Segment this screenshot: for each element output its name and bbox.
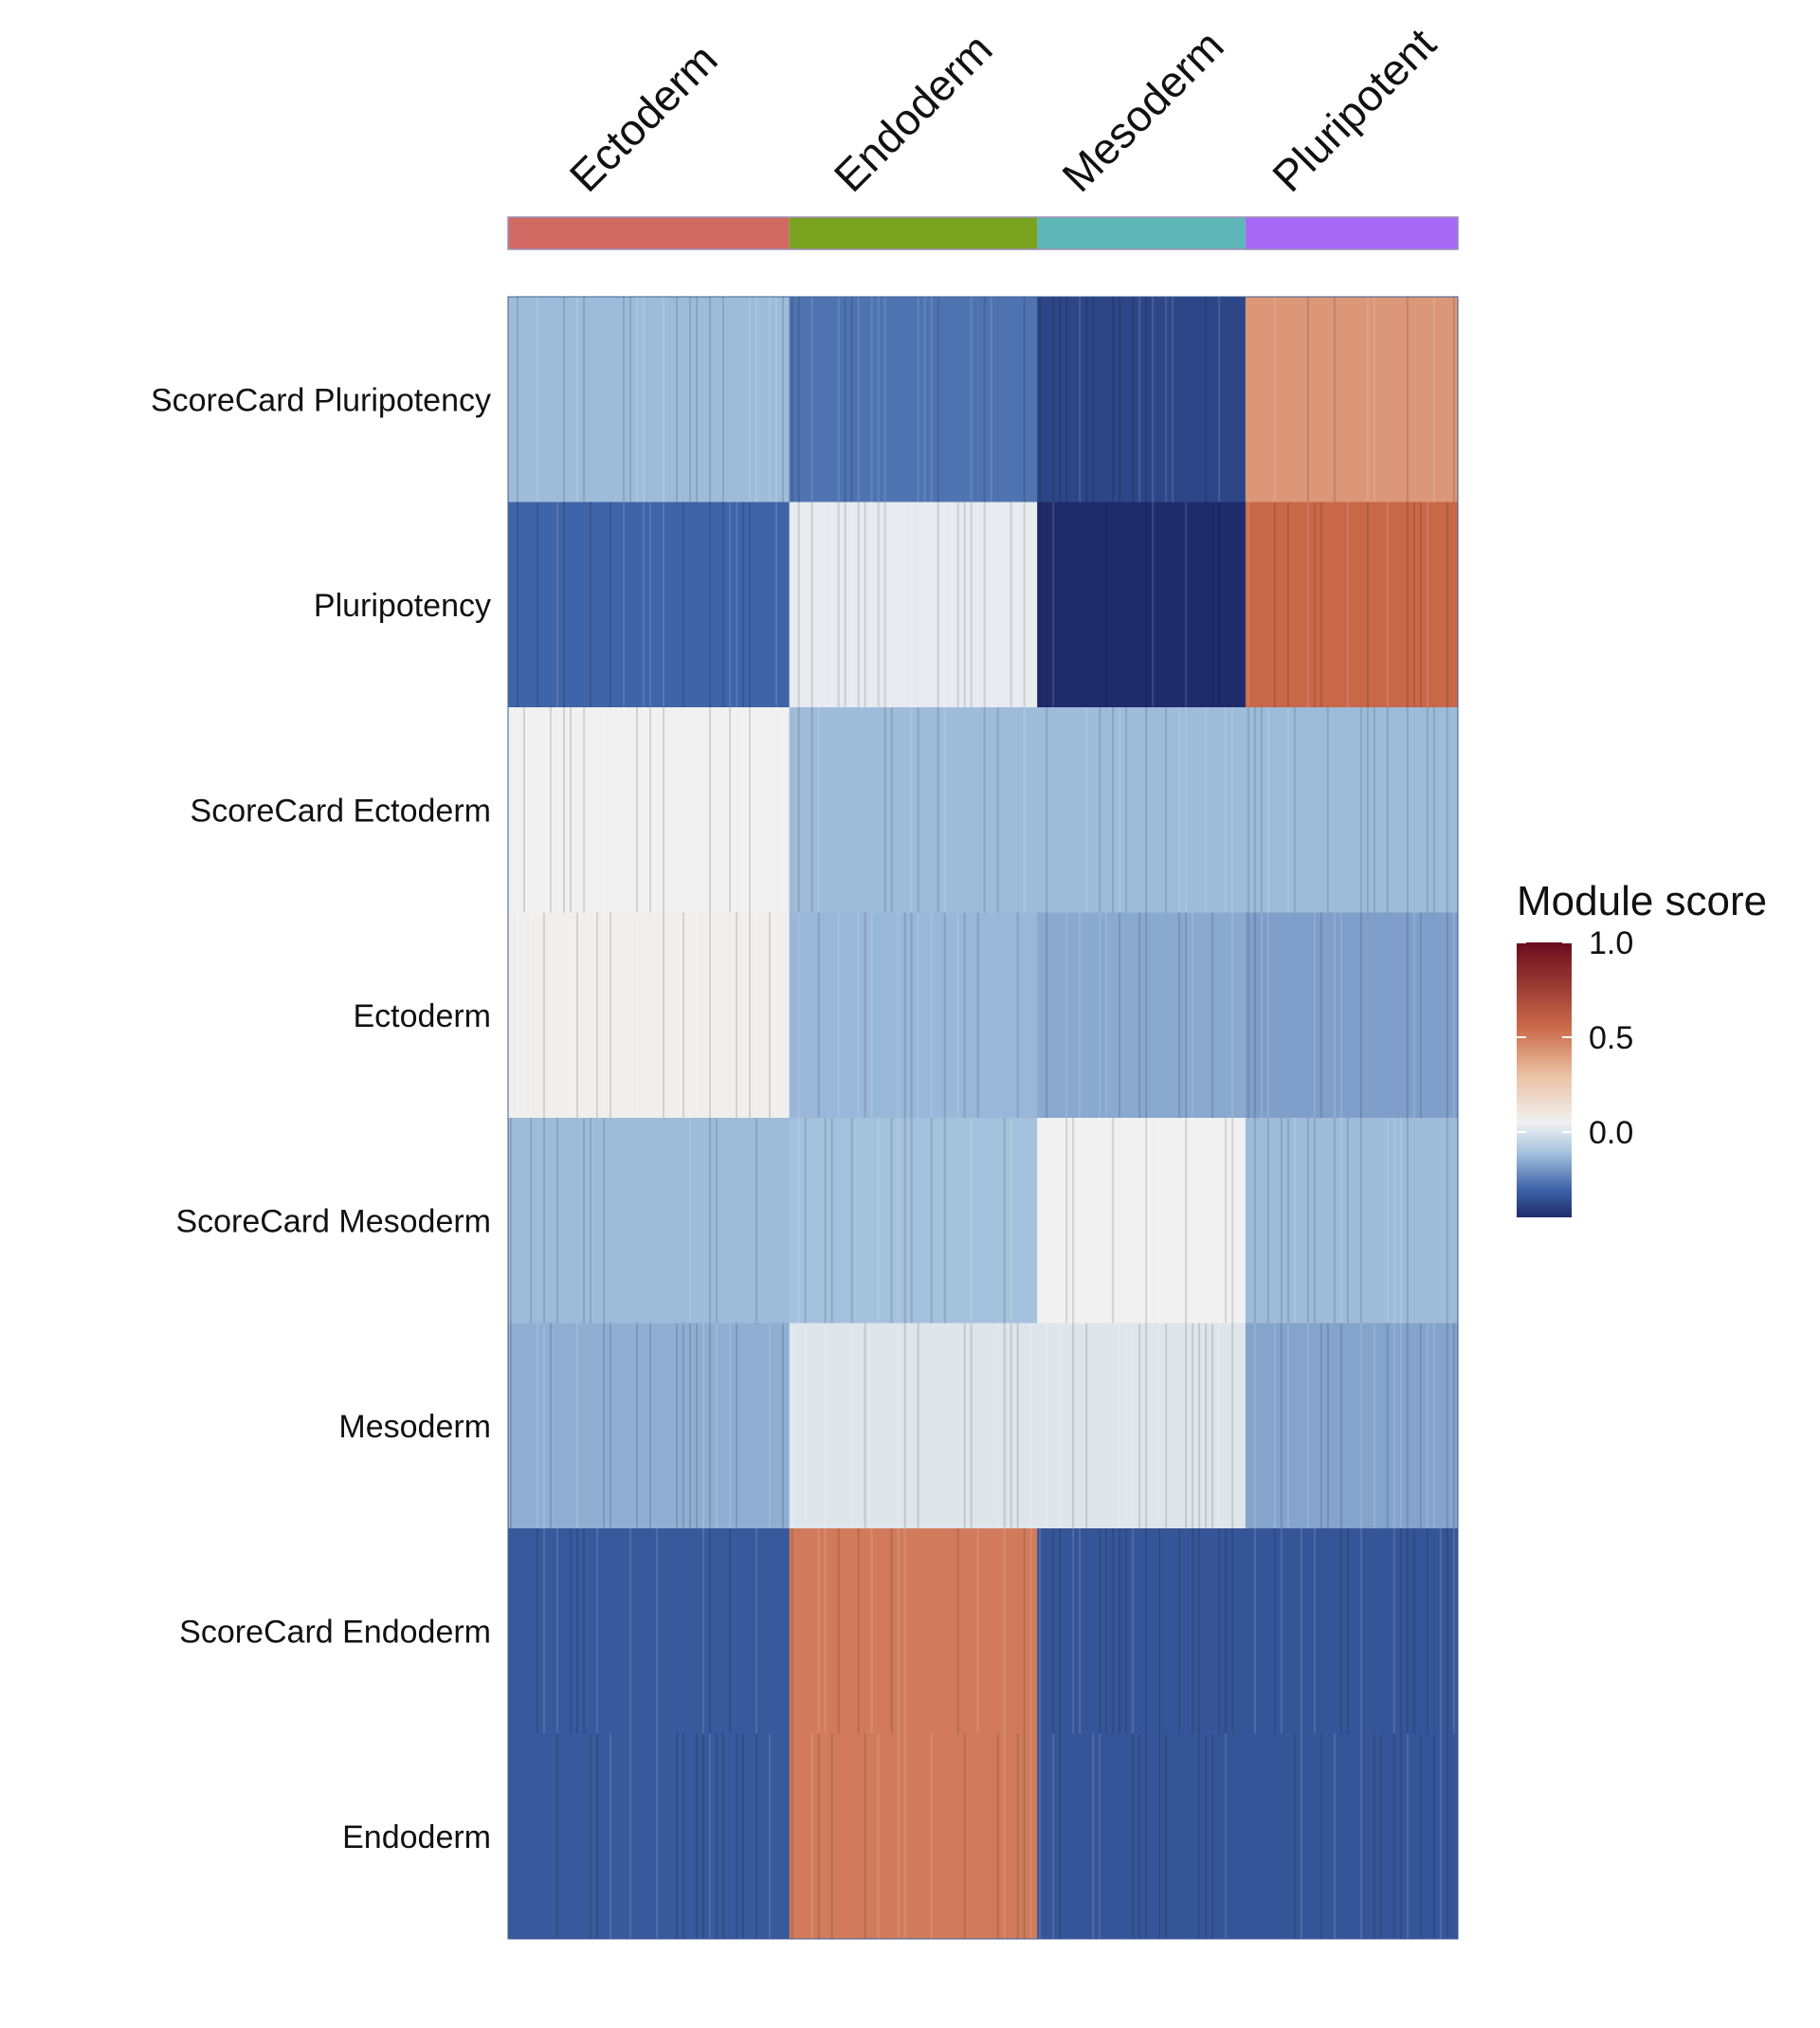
cell-texture xyxy=(1293,1733,1448,1939)
cell-texture xyxy=(791,1528,1032,1734)
cell-texture xyxy=(1273,297,1455,502)
colorbar-gradient xyxy=(1517,942,1572,1217)
heatmap-cell xyxy=(1245,1323,1459,1529)
cell-texture xyxy=(1039,297,1221,502)
colorbar-legend: Module score 1.0 0.5 0.0 xyxy=(1517,878,1767,1217)
cell-texture xyxy=(1247,502,1448,707)
heatmap-cell xyxy=(508,1528,791,1734)
row-label: ScoreCard Ectoderm xyxy=(191,793,491,829)
cell-texture xyxy=(1046,1323,1234,1528)
row-label: Ectoderm xyxy=(354,998,492,1034)
cell-texture xyxy=(1247,707,1448,913)
cell-texture xyxy=(1253,1528,1455,1734)
cell-texture xyxy=(556,1733,771,1939)
cell-texture xyxy=(797,1118,1012,1324)
heatmap-cell xyxy=(508,912,791,1119)
heatmap-cell xyxy=(1037,1118,1247,1324)
annotation-mesoderm xyxy=(1037,217,1246,249)
heatmap-cell xyxy=(1245,1528,1459,1734)
cell-texture xyxy=(1046,707,1234,913)
row-label: Mesoderm xyxy=(338,1409,491,1445)
heatmap-cell xyxy=(1245,1118,1459,1324)
row-label: ScoreCard Endoderm xyxy=(179,1614,491,1650)
column-annotation-bar xyxy=(507,216,1459,250)
colorbar-tick-label: 0.0 xyxy=(1589,1115,1633,1151)
column-label-pluripotent: Pluripotent xyxy=(1263,19,1445,201)
annotation-endoderm xyxy=(789,217,1038,249)
heatmap-cell xyxy=(1037,297,1247,502)
cell-texture xyxy=(510,1118,757,1324)
cell-texture xyxy=(1253,1323,1455,1528)
cell-texture xyxy=(791,1323,1032,1528)
heatmap-cell xyxy=(1037,707,1247,913)
heatmap-cell xyxy=(508,707,791,913)
cell-texture xyxy=(510,1323,784,1528)
cell-texture xyxy=(517,297,784,502)
cell-texture xyxy=(1253,1118,1448,1324)
colorbar-ticks: 1.0 0.5 0.0 xyxy=(1517,925,1633,1151)
cell-texture xyxy=(517,502,777,707)
heatmap-cell xyxy=(1037,1528,1247,1734)
cell-texture xyxy=(797,502,1026,707)
row-label: Endoderm xyxy=(342,1819,491,1855)
cell-texture xyxy=(797,707,1026,913)
cell-texture xyxy=(510,912,771,1118)
heatmap-border xyxy=(507,296,1459,1940)
heatmap-cell xyxy=(789,297,1038,502)
column-labels: Ectoderm Endoderm Mesoderm Pluripotent xyxy=(560,19,1446,201)
cell-texture xyxy=(1046,1118,1234,1324)
annotation-ectoderm xyxy=(508,217,790,249)
cell-texture xyxy=(537,1528,757,1734)
heatmap-cell xyxy=(789,1323,1038,1529)
heatmap-cell xyxy=(1245,912,1459,1119)
cell-texture xyxy=(1039,1528,1234,1734)
cell-texture xyxy=(1039,1733,1228,1939)
row-labels: ScoreCard Pluripotency Pluripotency ScoreC… xyxy=(151,382,491,1855)
heatmap-cell xyxy=(1037,912,1247,1119)
heatmap-cell xyxy=(789,707,1038,913)
heatmap-cell xyxy=(508,297,791,502)
cell-texture xyxy=(791,1733,1032,1939)
heatmap-grid xyxy=(507,296,1459,1940)
colorbar-tick-label: 0.5 xyxy=(1589,1020,1633,1056)
column-label-ectoderm: Ectoderm xyxy=(560,34,727,201)
colorbar-tick-label: 1.0 xyxy=(1589,925,1633,961)
heatmap-cell xyxy=(508,1323,791,1529)
legend-title: Module score xyxy=(1517,878,1767,924)
column-label-mesoderm: Mesoderm xyxy=(1052,21,1232,201)
cell-texture xyxy=(797,912,1019,1118)
heatmap-cell xyxy=(789,1528,1038,1734)
heatmap-cell xyxy=(1245,297,1459,502)
row-label: ScoreCard Pluripotency xyxy=(151,382,491,418)
cell-texture xyxy=(517,707,784,913)
heatmap-cell xyxy=(1245,1733,1459,1940)
heatmap-cell xyxy=(508,502,791,708)
row-label: Pluripotency xyxy=(314,588,491,624)
cell-texture xyxy=(1247,912,1455,1118)
heatmap-cell xyxy=(789,912,1038,1119)
column-label-endoderm: Endoderm xyxy=(825,24,1002,201)
heatmap-cell xyxy=(789,1118,1038,1324)
heatmap-cell xyxy=(1037,1323,1247,1529)
heatmap-cell xyxy=(1245,502,1459,708)
heatmap-cell xyxy=(1037,1733,1247,1940)
annotation-bar-border xyxy=(507,216,1459,250)
heatmap-cell xyxy=(789,502,1038,708)
heatmap-cell xyxy=(508,1733,791,1940)
heatmap-cell xyxy=(789,1733,1038,1940)
heatmap-cell xyxy=(508,1118,791,1324)
annotation-pluripotent xyxy=(1245,217,1458,249)
heatmap-cell xyxy=(1245,707,1459,913)
heatmap-cell xyxy=(1037,502,1247,708)
cell-texture xyxy=(1046,912,1234,1118)
cell-texture xyxy=(1039,502,1221,707)
row-label: ScoreCard Mesoderm xyxy=(175,1203,491,1239)
cell-texture xyxy=(791,297,1026,502)
